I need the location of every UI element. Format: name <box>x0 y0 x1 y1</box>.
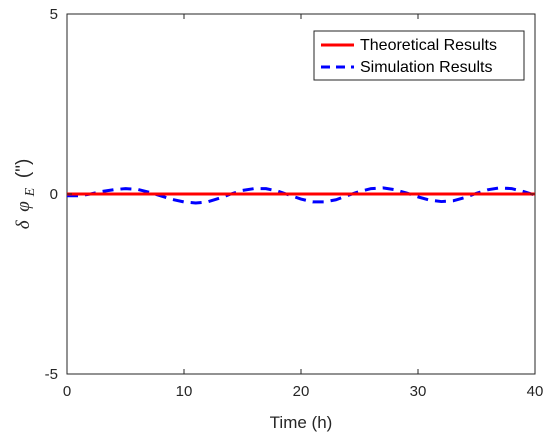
y-axis-label-delta: δ <box>13 219 34 229</box>
y-axis-label: δ φ E (") <box>13 159 39 230</box>
x-tick-label: 20 <box>293 383 310 400</box>
y-axis-label-phi: φ <box>13 201 34 212</box>
y-tick-label: 0 <box>50 186 58 203</box>
legend-label-simulation: Simulation Results <box>360 59 493 76</box>
series-layer <box>67 186 536 205</box>
legend: Theoretical Results Simulation Results <box>313 30 525 81</box>
x-axis-label: Time (h) <box>270 413 333 432</box>
legend-label-theoretical: Theoretical Results <box>360 37 497 54</box>
y-axis-label-unit: (") <box>13 159 34 178</box>
y-tick-label: -5 <box>45 366 58 383</box>
legend-box <box>313 30 525 81</box>
series-line-simulation <box>67 186 536 205</box>
x-tick-label: 0 <box>63 383 71 400</box>
tick-layer: 0 10 20 30 40 -5 0 5 <box>45 6 544 400</box>
x-tick-label: 30 <box>410 383 427 400</box>
y-axis-label-subscript: E <box>23 187 38 197</box>
x-tick-label: 40 <box>527 383 544 400</box>
x-tick-label: 10 <box>176 383 193 400</box>
y-tick-label: 5 <box>50 6 58 23</box>
